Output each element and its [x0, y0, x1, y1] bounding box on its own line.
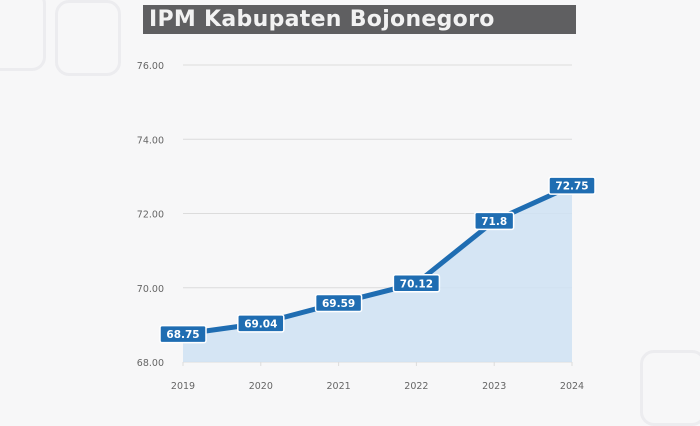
data-label: 71.8 [474, 211, 515, 231]
data-label: 69.04 [237, 314, 285, 333]
data-label: 70.12 [392, 274, 441, 293]
x-tick-label: 2023 [482, 381, 506, 392]
line-area-chart: 68.00 70.00 72.00 74.00 76.00 2019 2020 2021 202… [137, 61, 596, 392]
y-tick-label: 72.00 [137, 210, 164, 221]
x-tick-label: 2024 [560, 381, 584, 392]
data-label: 69.59 [314, 293, 363, 313]
chart-title: IPM Kabupaten Bojonegoro [149, 7, 495, 32]
svg-text:70.12: 70.12 [400, 278, 433, 290]
chart-title-banner: IPM Kabupaten Bojonegoro [143, 5, 576, 34]
x-tick-label: 2019 [171, 381, 195, 392]
area-fill [183, 185, 572, 362]
x-tick-label: 2022 [404, 381, 428, 392]
svg-text:69.59: 69.59 [322, 298, 355, 310]
data-label: 68.75 [159, 324, 207, 344]
y-tick-label: 70.00 [137, 284, 164, 295]
y-tick-label: 68.00 [137, 358, 164, 369]
x-tick-label: 2020 [249, 381, 273, 392]
svg-text:72.75: 72.75 [555, 181, 588, 193]
background-decoration [55, 0, 121, 76]
background-decoration [0, 0, 46, 71]
y-tick-label: 76.00 [137, 61, 164, 72]
x-tick-label: 2021 [327, 381, 351, 392]
y-tick-label: 74.00 [137, 135, 164, 146]
svg-text:69.04: 69.04 [244, 318, 277, 330]
data-label: 72.75 [548, 176, 596, 195]
svg-text:68.75: 68.75 [166, 329, 199, 341]
svg-text:71.8: 71.8 [481, 216, 507, 228]
